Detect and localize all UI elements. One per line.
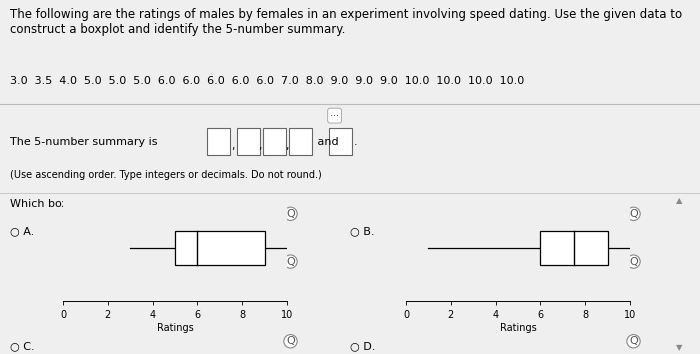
Text: ○ B.: ○ B. [350,227,374,236]
Text: ▼: ▼ [676,343,682,353]
Text: ,: , [258,141,262,151]
FancyBboxPatch shape [329,129,352,155]
Text: Q: Q [286,209,295,219]
Text: ···: ··· [330,110,339,121]
FancyBboxPatch shape [262,129,286,155]
Text: Q: Q [629,336,638,346]
Text: and: and [314,137,338,147]
Text: The following are the ratings of males by females in an experiment involving spe: The following are the ratings of males b… [10,8,682,36]
Text: ○ C.: ○ C. [10,341,35,351]
Text: Q: Q [286,336,295,346]
Text: ,: , [231,141,234,151]
Bar [175,231,265,265]
FancyBboxPatch shape [206,129,230,155]
Text: Q: Q [629,209,638,219]
FancyBboxPatch shape [237,129,260,155]
Text: .: . [354,137,357,147]
Text: 3.0  3.5  4.0  5.0  5.0  5.0  6.0  6.0  6.0  6.0  6.0  7.0  8.0  9.0  9.0  9.0  : 3.0 3.5 4.0 5.0 5.0 5.0 6.0 6.0 6.0 6.0 … [10,76,525,86]
Text: Q: Q [629,257,638,267]
Text: Q: Q [286,257,295,267]
FancyBboxPatch shape [289,129,312,155]
Text: ○ A.: ○ A. [10,227,35,236]
Text: ▲: ▲ [676,196,682,205]
Text: Which boxplot below represents the data?: Which boxplot below represents the data? [10,199,246,210]
Text: The 5-number summary is: The 5-number summary is [10,137,158,147]
Bar [540,231,608,265]
Text: (Use ascending order. Type integers or decimals. Do not round.): (Use ascending order. Type integers or d… [10,170,322,180]
Text: ○ D.: ○ D. [350,341,375,351]
X-axis label: Ratings: Ratings [157,323,193,333]
X-axis label: Ratings: Ratings [500,323,536,333]
Text: ,: , [285,141,288,151]
